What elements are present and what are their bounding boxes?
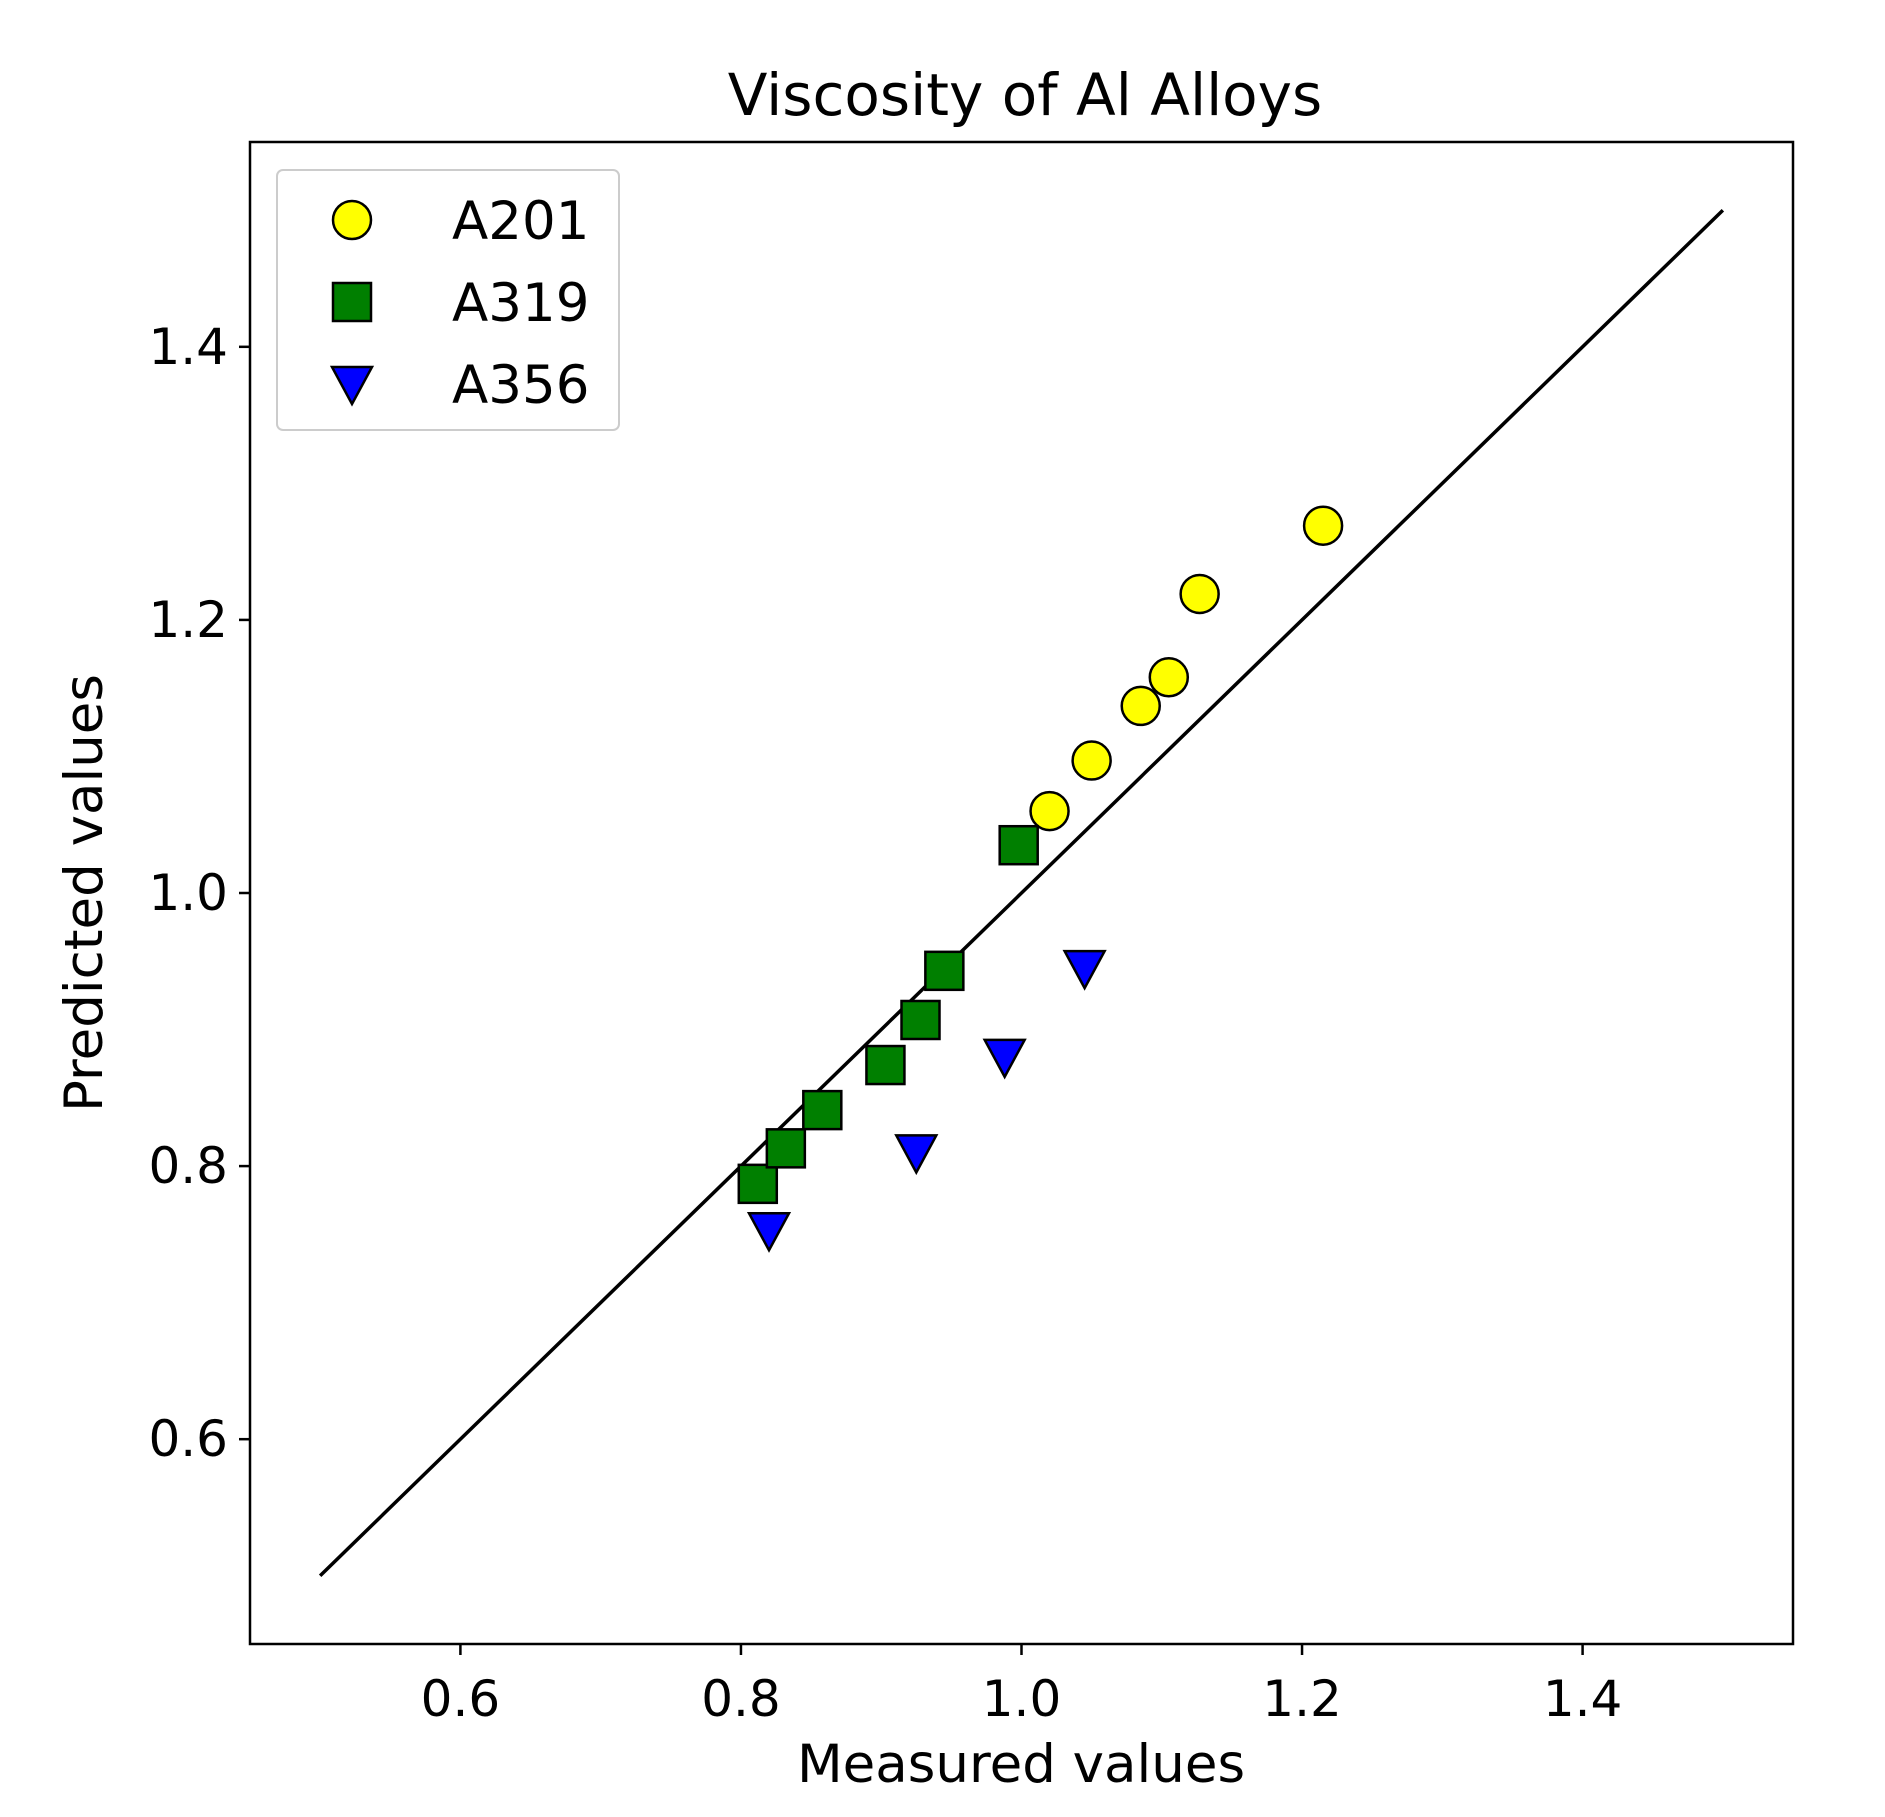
data-point-a319	[900, 999, 941, 1041]
y-axis: 0.6 0.8 1.0 1.2 1.4	[148, 318, 250, 1468]
data-point-a201	[1071, 740, 1112, 781]
x-tick-label: 1.2	[1262, 1670, 1342, 1728]
x-tick-label: 1.4	[1543, 1670, 1623, 1728]
legend-item-a356: A356	[329, 355, 589, 416]
legend-label: A356	[452, 355, 589, 416]
legend: A201 A319 A356	[276, 169, 620, 431]
y-tick-label: 0.8	[148, 1137, 228, 1195]
reference-line	[318, 209, 1725, 1577]
data-point-a356	[982, 1038, 1027, 1080]
data-point-a319	[924, 950, 965, 992]
y-tick-label: 0.6	[148, 1410, 228, 1468]
data-point-a319	[998, 824, 1039, 866]
series-a319	[737, 824, 1039, 1205]
legend-entries: A201 A319 A356	[329, 191, 589, 416]
legend-marker-a201	[331, 199, 373, 241]
series-a201	[1029, 505, 1344, 832]
legend-marker-a319	[331, 281, 373, 323]
x-tick-label: 0.6	[421, 1670, 501, 1728]
data-point-a201	[1302, 505, 1344, 546]
data-point-a356	[1062, 949, 1107, 991]
data-point-a319	[865, 1044, 906, 1086]
legend-item-a319: A319	[331, 273, 589, 334]
legend-marker-a356	[329, 365, 375, 407]
x-tick-label: 1.0	[982, 1670, 1062, 1728]
data-marks-layer	[737, 505, 1344, 1253]
data-point-a319	[737, 1163, 779, 1205]
y-axis-label: Predicted values	[54, 674, 115, 1112]
x-tick-label: 0.8	[701, 1670, 781, 1728]
data-point-a356	[894, 1134, 939, 1176]
data-point-a201	[1148, 657, 1190, 698]
data-point-a201	[1120, 685, 1161, 727]
legend-item-a201: A201	[331, 191, 589, 252]
x-axis: 0.6 0.8 1.0 1.2 1.4	[421, 1644, 1623, 1728]
legend-label: A201	[452, 191, 589, 252]
reference-line-layer	[318, 209, 1725, 1577]
x-axis-label: Measured values	[797, 1734, 1245, 1795]
y-tick-label: 1.4	[148, 318, 228, 376]
data-point-a356	[746, 1212, 792, 1253]
series-a356	[746, 949, 1107, 1253]
y-tick-label: 1.0	[148, 864, 228, 922]
chart-title: Viscosity of Al Alloys	[728, 61, 1322, 129]
y-tick-label: 1.2	[148, 591, 228, 649]
data-point-a319	[765, 1128, 807, 1169]
data-point-a319	[802, 1089, 843, 1131]
data-point-a201	[1179, 573, 1220, 615]
legend-label: A319	[452, 273, 589, 334]
data-point-a201	[1029, 790, 1070, 832]
